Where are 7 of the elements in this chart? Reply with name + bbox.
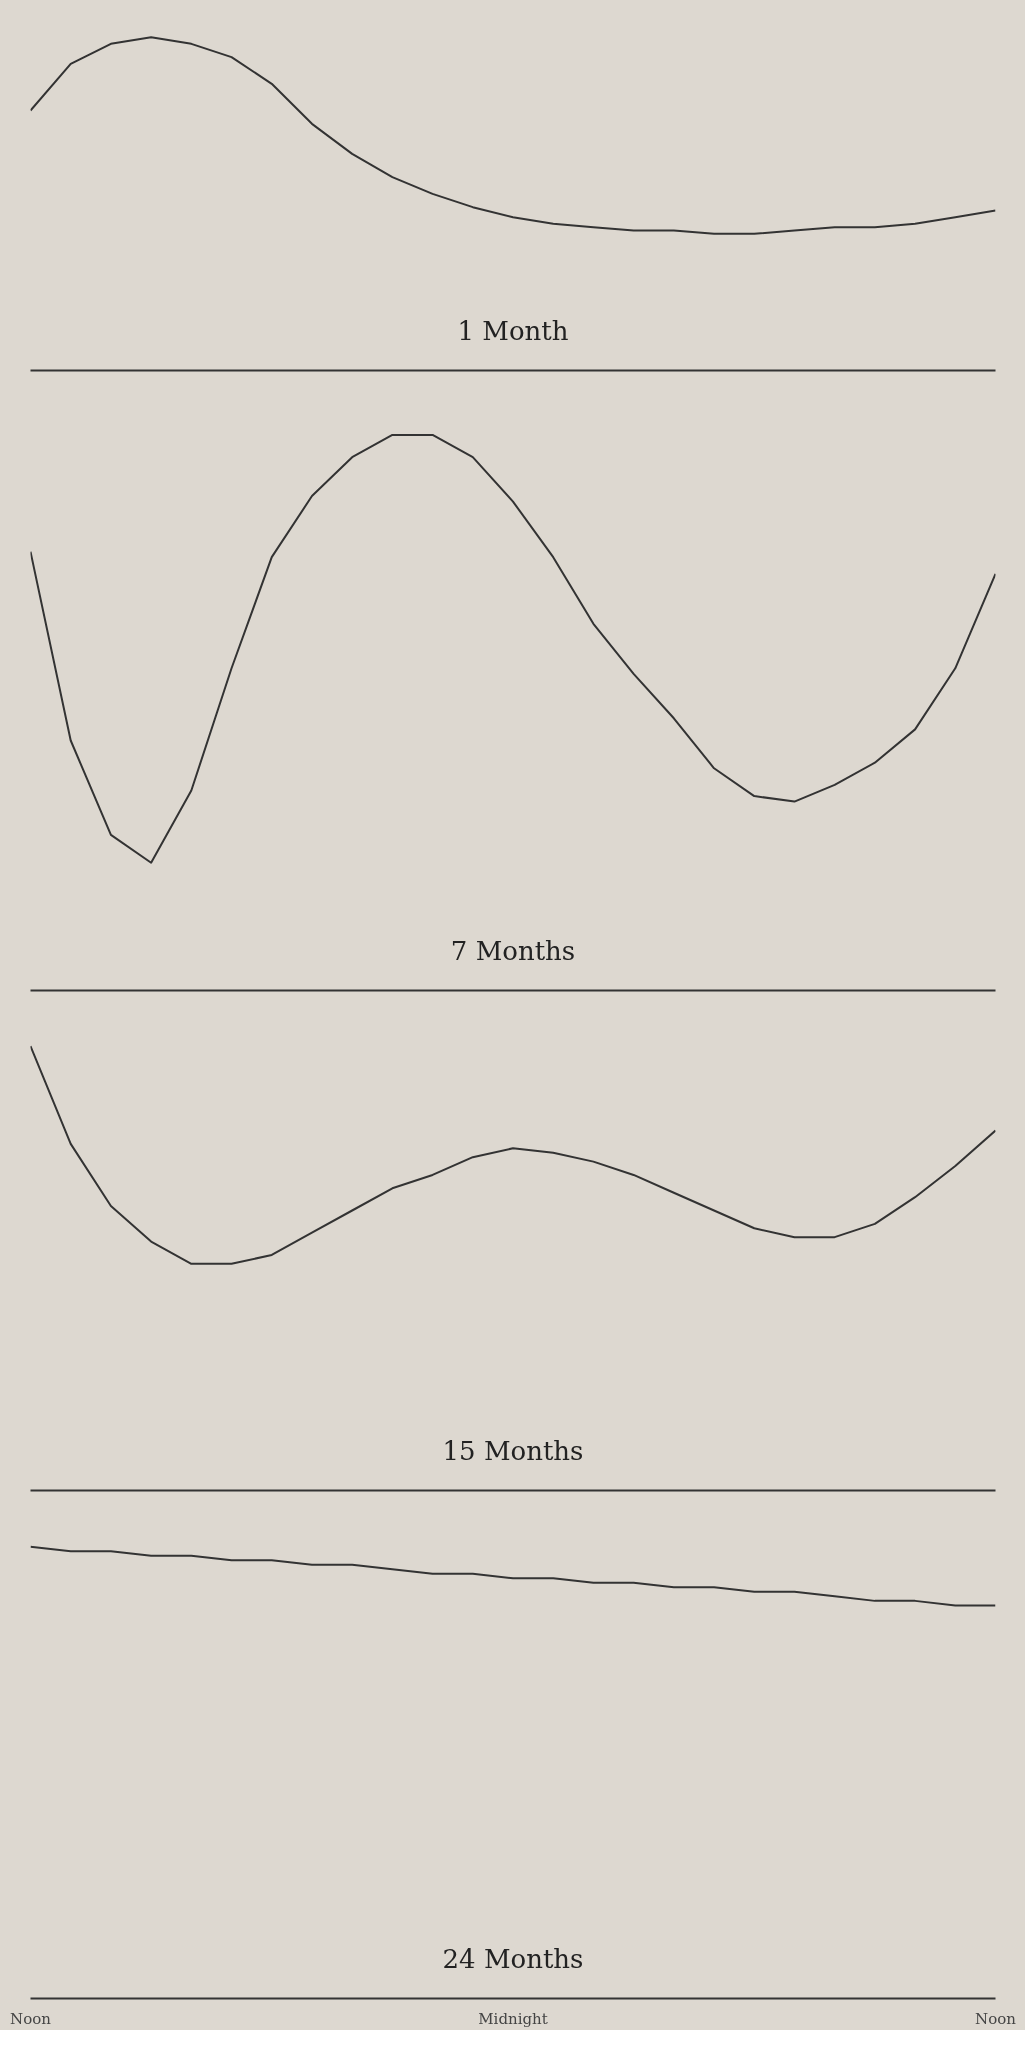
text: 1 Month: [457, 315, 569, 346]
x-tick-label: Noon: [975, 2009, 1017, 2028]
text: 7 Months: [450, 935, 576, 966]
text: 15 Months: [442, 1435, 584, 1466]
text: 24 Months: [442, 1943, 584, 1974]
x-tick-label: Midnight: [478, 2009, 548, 2028]
x-tick-label: Noon: [10, 2009, 52, 2028]
